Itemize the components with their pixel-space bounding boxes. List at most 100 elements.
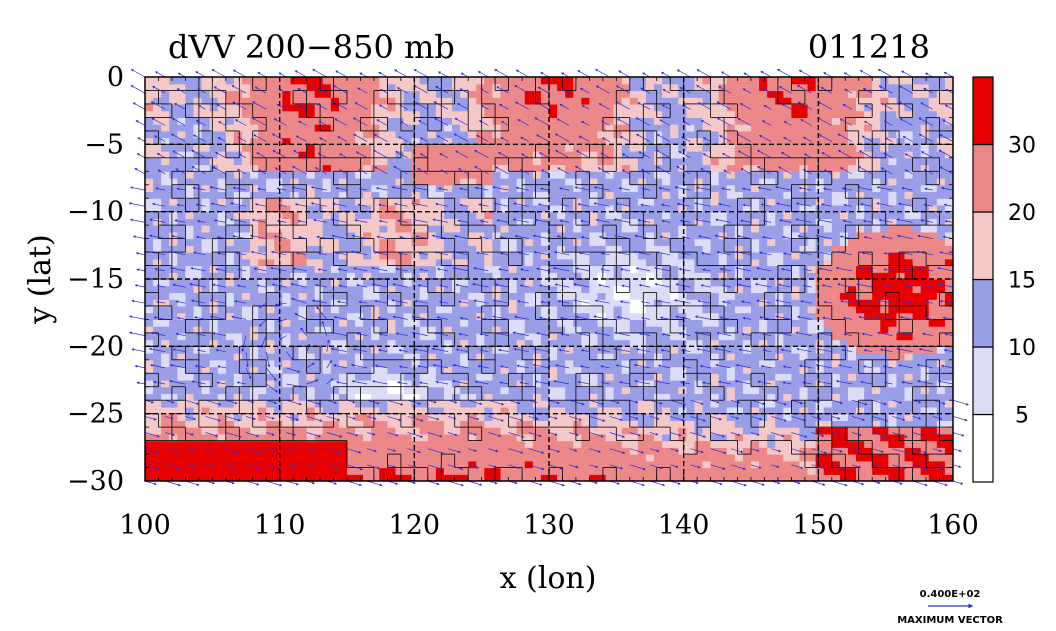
field-cell <box>629 137 639 145</box>
field-cell <box>355 137 364 145</box>
field-cell <box>516 413 526 421</box>
field-cell <box>734 225 744 233</box>
field-cell <box>621 346 631 354</box>
field-cell <box>759 157 768 166</box>
field-cell <box>217 137 227 145</box>
field-cell <box>516 225 526 233</box>
field-cell <box>573 420 582 428</box>
field-cell <box>435 319 445 327</box>
field-cell <box>185 265 195 273</box>
field-cell <box>476 90 485 98</box>
field-cell <box>549 157 558 166</box>
field-cell <box>435 137 445 145</box>
field-cell <box>403 447 413 455</box>
field-cell <box>694 427 704 435</box>
field-cell <box>395 238 405 246</box>
field-cell <box>363 427 372 435</box>
field-cell <box>395 204 405 213</box>
field-cell <box>298 305 308 314</box>
field-cell <box>791 77 801 85</box>
field-cell <box>306 211 316 219</box>
field-cell <box>605 454 615 462</box>
field-cell <box>379 386 388 395</box>
field-cell <box>330 198 340 206</box>
field-cell <box>549 77 558 85</box>
field-cell <box>759 77 768 85</box>
field-cell <box>565 292 574 300</box>
field-cell <box>347 454 356 462</box>
field-cell <box>573 225 582 233</box>
field-cell <box>427 83 437 92</box>
field-cell <box>767 380 776 388</box>
field-cell <box>435 292 445 300</box>
field-cell <box>613 380 623 388</box>
field-cell <box>258 332 267 341</box>
field-cell <box>742 164 752 172</box>
field-cell <box>484 447 494 455</box>
field-cell <box>241 440 251 448</box>
field-cell <box>549 151 558 159</box>
field-cell <box>161 299 170 307</box>
field-cell <box>605 433 615 442</box>
field-cell <box>775 97 784 105</box>
field-cell <box>266 420 275 428</box>
field-cell <box>718 164 728 172</box>
field-cell <box>621 272 631 280</box>
field-cell <box>322 218 332 226</box>
field-cell <box>145 373 154 381</box>
field-cell <box>686 97 696 105</box>
field-cell <box>540 433 550 442</box>
field-cell <box>589 380 599 388</box>
field-cell <box>516 83 526 92</box>
field-cell <box>565 90 574 98</box>
field-cell <box>702 272 712 280</box>
field-cell <box>427 258 437 267</box>
field-cell <box>549 204 558 213</box>
field-cell <box>266 151 275 159</box>
field-cell <box>710 353 720 361</box>
field-cell <box>484 191 494 199</box>
field-cell <box>508 157 518 166</box>
field-cell <box>201 332 211 341</box>
field-cell <box>338 440 348 448</box>
field-cell <box>452 292 461 300</box>
field-cell <box>387 204 397 213</box>
field-cell <box>662 191 671 199</box>
field-cell <box>597 460 607 469</box>
field-cell <box>524 151 534 159</box>
field-cell <box>395 211 405 219</box>
field-cell <box>338 305 348 314</box>
field-cell <box>759 238 768 246</box>
field-cell <box>524 285 534 294</box>
field-cell <box>355 413 364 421</box>
field-cell <box>597 137 607 145</box>
field-cell <box>549 144 558 152</box>
field-cell <box>799 164 809 172</box>
field-cell <box>395 191 405 199</box>
field-cell <box>298 353 308 361</box>
field-cell <box>169 151 178 159</box>
field-cell <box>330 151 340 159</box>
field-cell <box>322 238 332 246</box>
field-cell <box>250 359 259 368</box>
field-cell <box>225 137 235 145</box>
field-cell <box>484 285 494 294</box>
field-cell <box>726 393 736 401</box>
field-cell <box>201 204 211 213</box>
field-cell <box>185 211 195 219</box>
field-cell <box>387 77 397 85</box>
field-cell <box>629 339 639 347</box>
field-cell <box>613 245 623 253</box>
field-cell <box>589 373 599 381</box>
field-cell <box>799 332 809 341</box>
field-cell <box>742 359 752 368</box>
field-cell <box>177 191 186 199</box>
field-cell <box>217 467 227 475</box>
field-cell <box>589 420 599 428</box>
field-cell <box>589 90 599 98</box>
field-cell <box>306 90 316 98</box>
field-cell <box>452 326 461 334</box>
field-cell <box>767 171 776 179</box>
field-cell <box>767 258 776 267</box>
field-cell <box>209 326 219 334</box>
